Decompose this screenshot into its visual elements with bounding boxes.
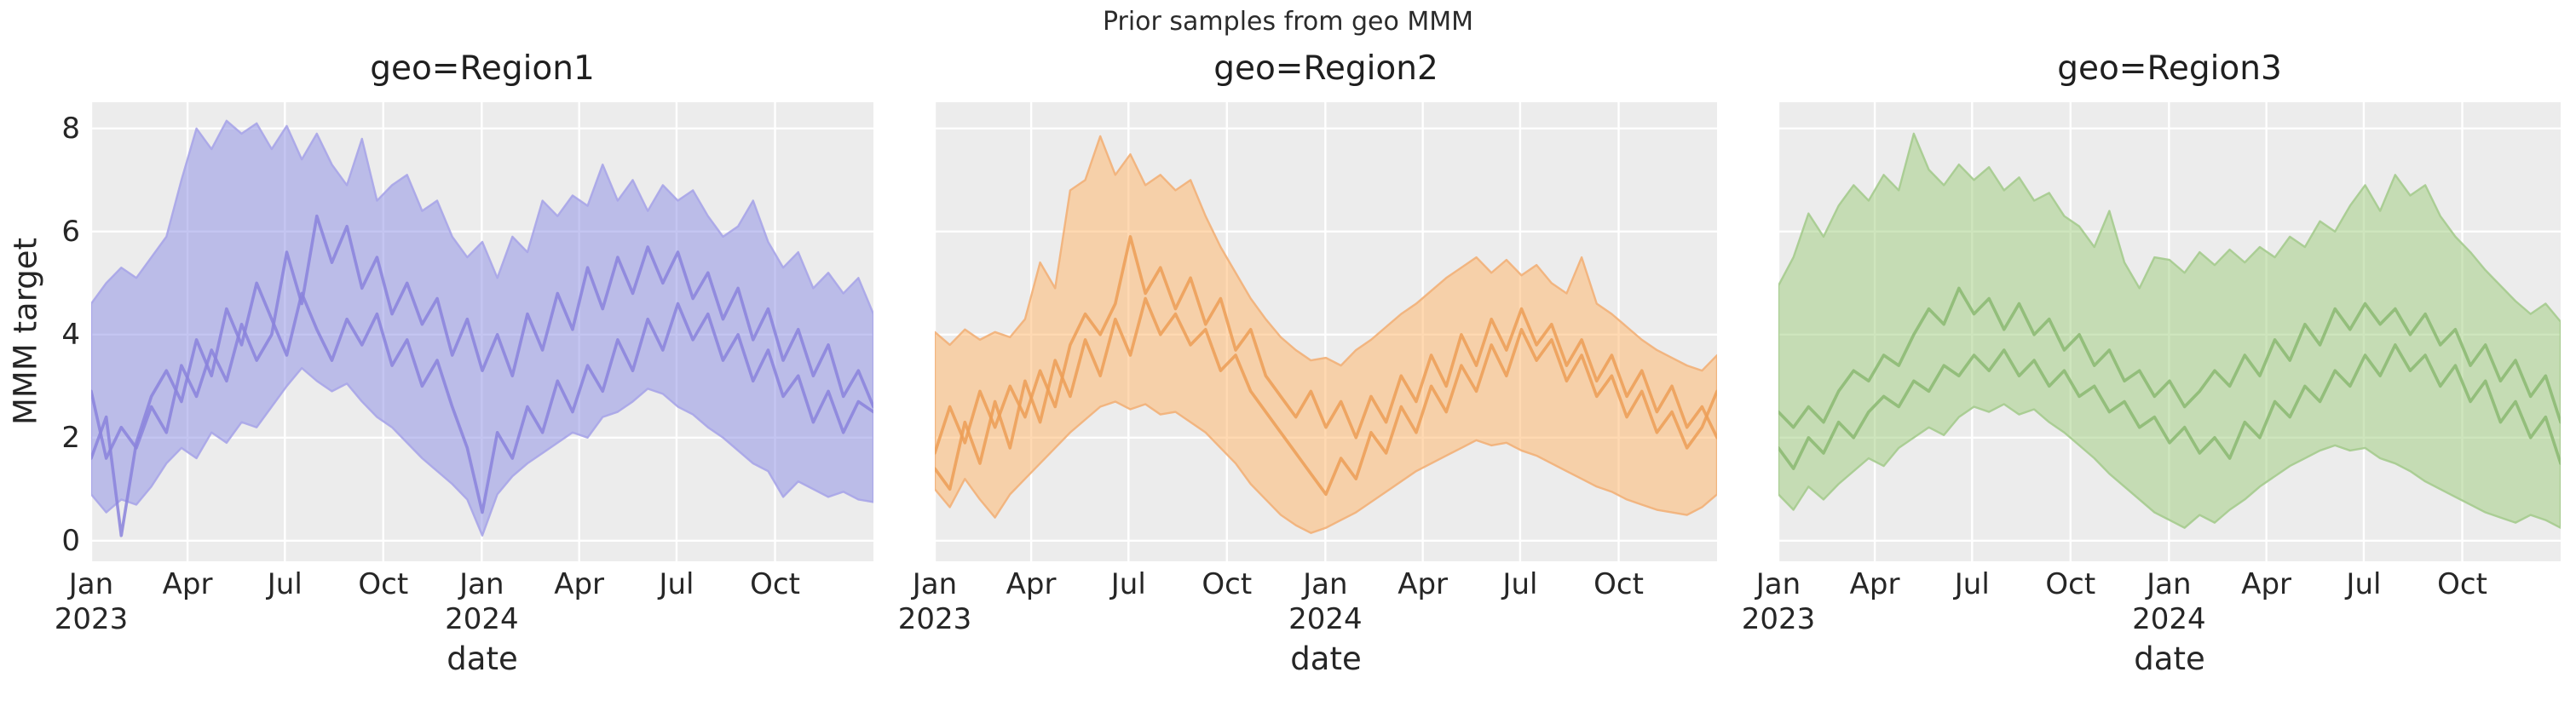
plot-area-region2	[935, 102, 1717, 561]
x-tick-label: Oct	[750, 567, 800, 601]
x-tick-label: Oct	[358, 567, 409, 601]
panel-title-region2: geo=Region2	[1213, 49, 1438, 88]
x-tick-label: Apr	[1397, 567, 1449, 601]
x-axis-label-region1: date	[447, 641, 518, 677]
x-axis-label-region2: date	[1290, 641, 1362, 677]
prior-sample-line	[1778, 286, 2561, 429]
prior-confidence-band	[91, 119, 873, 537]
x-tick-label: Oct	[1202, 567, 1253, 601]
panel-title-region1: geo=Region1	[370, 49, 595, 88]
x-axis-label-region3: date	[2134, 641, 2205, 677]
x-tick-label: Jul	[1110, 567, 1146, 601]
x-tick-label: Jul	[267, 567, 303, 601]
y-tick-label: 0	[61, 523, 80, 558]
x-tick-label: Apr	[1849, 567, 1900, 601]
x-tick-label: Jan 2023	[54, 567, 129, 636]
x-tick-label: Apr	[554, 567, 605, 601]
y-tick-label: 2	[61, 420, 80, 455]
x-tick-label: Oct	[1593, 567, 1644, 601]
panel-canvas	[935, 102, 1717, 561]
x-tick-label: Oct	[2045, 567, 2096, 601]
x-tick-label: Apr	[1006, 567, 1057, 601]
prior-sample-line	[91, 214, 873, 460]
x-tick-label: Jan 2023	[897, 567, 972, 636]
x-tick-label: Oct	[2437, 567, 2487, 601]
x-tick-label: Apr	[162, 567, 213, 601]
x-tick-label: Apr	[2241, 567, 2292, 601]
plot-area-region1	[91, 102, 873, 561]
x-tick-label: Jan 2024	[1288, 567, 1363, 636]
prior-confidence-band	[1778, 132, 2561, 529]
prior-sample-line	[935, 296, 1717, 497]
x-tick-label: Jul	[659, 567, 694, 601]
x-tick-label: Jan 2024	[2132, 567, 2206, 636]
y-tick-label: 6	[61, 214, 80, 249]
panel-canvas	[91, 102, 873, 561]
figure-suptitle: Prior samples from geo MMM	[1102, 7, 1474, 37]
x-tick-label: Jan 2024	[445, 567, 519, 636]
x-tick-label: Jul	[2346, 567, 2382, 601]
y-tick-label: 8	[61, 111, 80, 146]
panel-title-region3: geo=Region3	[2057, 49, 2282, 88]
x-tick-label: Jul	[1502, 567, 1538, 601]
panel-canvas	[1778, 102, 2561, 561]
prior-sample-line	[935, 235, 1717, 455]
prior-sample-line	[1778, 343, 2561, 470]
x-tick-label: Jul	[1954, 567, 1990, 601]
y-tick-label: 4	[61, 317, 80, 352]
x-tick-label: Jan 2023	[1741, 567, 1816, 636]
plot-area-region3	[1778, 102, 2561, 561]
prior-sample-line	[91, 281, 873, 537]
